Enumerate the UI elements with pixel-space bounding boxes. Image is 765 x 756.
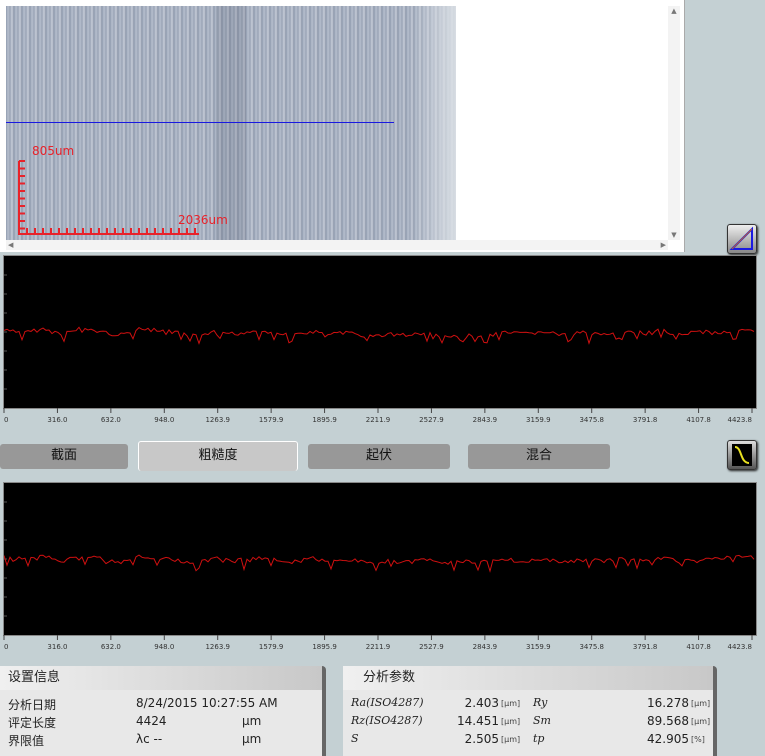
triangle-ruler-icon	[729, 226, 753, 250]
param-unit: [%]	[691, 735, 705, 744]
x-tick-label: 1895.9	[312, 416, 337, 424]
setting-unit: μm	[242, 714, 262, 728]
profile-line	[4, 554, 755, 573]
x-tick-label: 4107.8	[686, 643, 711, 651]
profile-position-line[interactable]	[6, 122, 394, 123]
image-viewer: 805um 2036um ▲ ▼ ◀ ▶	[0, 0, 685, 252]
tab-section[interactable]: 截面	[0, 444, 128, 469]
x-tick-label: 948.0	[154, 416, 174, 424]
x-tick-label: 3791.8	[633, 416, 658, 424]
x-tick-label: 2843.9	[473, 643, 498, 651]
roughness-chart	[3, 482, 757, 636]
setting-label: 分析日期	[8, 698, 57, 712]
x-tick-label: 1895.9	[312, 643, 337, 651]
param-name: Ry	[533, 696, 548, 709]
tab-mixed[interactable]: 混合	[468, 444, 610, 469]
scale-y-label: 805um	[32, 144, 75, 158]
param-unit: [μm]	[691, 699, 711, 708]
x-tick-label: 0	[4, 416, 8, 424]
setting-value: 8/24/2015 10:27:55 AM	[136, 696, 278, 710]
x-tick-label: 2211.9	[366, 416, 391, 424]
x-tick-label: 2211.9	[366, 643, 391, 651]
x-tick-label: 3475.8	[579, 643, 604, 651]
x-tick-label: 316.0	[47, 416, 67, 424]
analysis-panel: 分析参数 Ra(ISO4287) 2.403 [μm] Ry 16.278 [μ…	[343, 666, 717, 756]
setting-value: 4424	[136, 714, 167, 728]
vertical-scrollbar[interactable]: ▲ ▼	[668, 6, 680, 240]
param-value: 2.403	[464, 696, 499, 710]
setting-label: 界限值	[8, 734, 45, 748]
param-name: Ra(ISO4287)	[351, 696, 424, 709]
param-name: Rz(ISO4287)	[351, 714, 423, 727]
horizontal-scrollbar[interactable]: ◀ ▶	[6, 240, 668, 250]
scroll-down-icon[interactable]: ▼	[671, 231, 677, 239]
setting-label: 评定长度	[8, 716, 57, 730]
param-unit: [μm]	[501, 735, 521, 744]
x-axis: 0 316.0 632.0 948.0 1263.9 1579.9 1895.9 2211.9…	[3, 408, 753, 424]
filter-curve-icon	[732, 444, 752, 466]
x-tick-label: 4107.8	[686, 416, 711, 424]
measure-button[interactable]	[727, 224, 757, 254]
param-unit: [μm]	[501, 717, 521, 726]
param-name: Sm	[533, 714, 551, 727]
profile-line	[4, 326, 755, 345]
param-value: 42.905	[647, 732, 689, 746]
x-tick-label: 948.0	[154, 643, 174, 651]
microscope-image: 805um 2036um	[6, 6, 456, 240]
scale-bar	[18, 160, 199, 235]
tab-waviness[interactable]: 起伏	[308, 444, 450, 469]
x-tick-label: 632.0	[101, 416, 121, 424]
param-value: 14.451	[457, 714, 499, 728]
x-tick-label: 3159.9	[526, 416, 551, 424]
x-tick-label: 4423.8	[728, 643, 753, 651]
filter-button[interactable]	[727, 440, 757, 470]
x-tick-label: 2527.9	[419, 643, 444, 651]
settings-title: 设置信息	[0, 666, 322, 690]
setting-value: λc --	[136, 732, 163, 746]
x-tick-label: 632.0	[101, 643, 121, 651]
image-shade	[216, 6, 246, 240]
param-unit: [μm]	[691, 717, 711, 726]
x-axis: 0 316.0 632.0 948.0 1263.9 1579.9 1895.9 2211.9…	[3, 635, 753, 651]
param-name: tp	[533, 732, 545, 745]
x-tick-label: 4423.8	[728, 416, 753, 424]
profile-chart	[3, 255, 757, 409]
x-tick-label: 3475.8	[579, 416, 604, 424]
x-tick-label: 1263.9	[205, 416, 230, 424]
x-tick-label: 316.0	[47, 643, 67, 651]
param-name: S	[351, 732, 359, 745]
x-tick-label: 3159.9	[526, 643, 551, 651]
settings-panel: 设置信息 分析日期 8/24/2015 10:27:55 AM 评定长度 442…	[0, 666, 326, 756]
x-tick-label: 3791.8	[633, 643, 658, 651]
x-tick-label: 1263.9	[205, 643, 230, 651]
scroll-up-icon[interactable]: ▲	[671, 7, 677, 15]
setting-unit: μm	[242, 732, 262, 746]
x-tick-label: 1579.9	[259, 416, 284, 424]
x-tick-label: 1579.9	[259, 643, 284, 651]
x-tick-label: 0	[4, 643, 8, 651]
param-value: 16.278	[647, 696, 689, 710]
scroll-right-icon[interactable]: ▶	[660, 241, 666, 249]
tab-roughness[interactable]: 粗糙度	[138, 441, 298, 471]
x-tick-label: 2527.9	[419, 416, 444, 424]
scale-x-label: 2036um	[178, 213, 228, 227]
analysis-title: 分析参数	[343, 666, 713, 690]
param-value: 89.568	[647, 714, 689, 728]
param-unit: [μm]	[501, 699, 521, 708]
scroll-left-icon[interactable]: ◀	[8, 241, 14, 249]
param-value: 2.505	[464, 732, 499, 746]
x-tick-label: 2843.9	[473, 416, 498, 424]
